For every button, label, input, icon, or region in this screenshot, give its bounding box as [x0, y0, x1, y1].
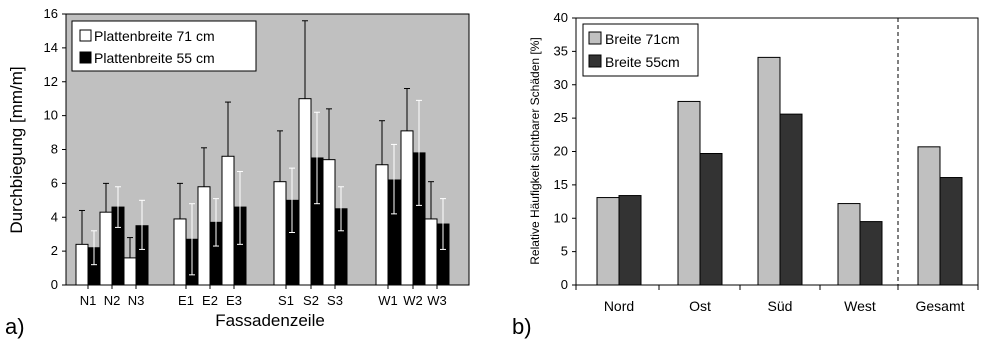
legend-label-55cm: Plattenbreite 55 cm: [94, 50, 215, 66]
legend-box: [582, 23, 699, 77]
panel-b-chart: 0 5 10 15 20 25 30 35 40 Nord Ost Süd West Gesamt Brei…: [512, 10, 979, 339]
x-tick-label: Ost: [689, 298, 711, 314]
legend: Breite 71cm Breite 55cm: [582, 23, 699, 77]
bar-71cm: [123, 257, 137, 286]
bar-71cm: [173, 218, 187, 286]
bar-55cm: [779, 113, 803, 286]
panel-a-chart: 0 2 4 6 8 10 12 14 16 N1 N2 N3 E1 E2 E3 S1 S2 S3 W1 W2 W3 Pla…: [5, 6, 470, 339]
legend-swatch-55cm: [79, 51, 92, 64]
x-tick-label: E3: [226, 293, 242, 308]
y-tick-label: 25: [554, 110, 568, 125]
y-tick-label: 10: [554, 210, 568, 225]
y-tick-label: 16: [44, 6, 58, 21]
y-axis-title: Relative Häufigkeit sichtbarer Schäden […: [528, 37, 542, 264]
legend: Plattenbreite 71 cm Plattenbreite 55 cm: [71, 20, 257, 72]
x-tick-label: West: [844, 298, 876, 314]
y-tick-label: 0: [51, 277, 58, 292]
x-tick-label: W3: [427, 293, 447, 308]
y-tick-label: 10: [44, 108, 58, 123]
bar-71cm: [596, 197, 620, 286]
x-tick-label: S2: [303, 293, 319, 308]
bar-71cm: [221, 155, 235, 286]
panel-b-label: b): [512, 314, 532, 339]
bar-71cm: [400, 130, 414, 286]
bar-71cm: [424, 218, 438, 286]
bar-71cm: [757, 56, 781, 286]
y-tick-label: 4: [51, 209, 58, 224]
y-axis-title: Durchbiegung [mm/m]: [7, 66, 26, 233]
x-tick-label: N2: [104, 293, 121, 308]
x-tick-label: W1: [378, 293, 398, 308]
y-tick-label: 6: [51, 175, 58, 190]
x-tick-label: E2: [202, 293, 218, 308]
y-tick-label: 20: [554, 144, 568, 159]
y-tick-label: 35: [554, 43, 568, 58]
x-tick-label: N1: [80, 293, 97, 308]
panel-a-label: a): [5, 314, 25, 339]
y-tick-label: 12: [44, 74, 58, 89]
legend-label-71cm: Breite 71cm: [605, 31, 680, 47]
x-tick-label: W2: [403, 293, 423, 308]
bar-71cm: [273, 181, 287, 286]
x-tick-label: E1: [178, 293, 194, 308]
y-tick-label: 0: [561, 277, 568, 292]
y-tick-label: 30: [554, 77, 568, 92]
bar-71cm: [375, 164, 389, 286]
y-tick-label: 2: [51, 243, 58, 258]
x-tick-label: Gesamt: [915, 298, 964, 314]
y-tick-label: 40: [554, 10, 568, 25]
legend-label-55cm: Breite 55cm: [605, 54, 680, 70]
bar-71cm: [75, 243, 89, 286]
x-tick-label: Süd: [768, 298, 793, 314]
bar-55cm: [859, 221, 883, 286]
legend-box: [71, 20, 257, 72]
bar-71cm: [197, 186, 211, 286]
y-tick-label: 15: [554, 177, 568, 192]
x-tick-label: S1: [278, 293, 294, 308]
bar-71cm: [837, 203, 861, 286]
legend-swatch-71cm: [79, 29, 92, 42]
bar-55cm: [939, 177, 963, 286]
bar-71cm: [677, 100, 701, 286]
bar-55cm: [699, 153, 723, 286]
bar-71cm: [298, 98, 312, 286]
y-tick-label: 5: [561, 244, 568, 259]
x-axis-title: Fassadenzeile: [215, 311, 325, 330]
legend-label-71cm: Plattenbreite 71 cm: [94, 28, 215, 44]
x-tick-label: Nord: [604, 298, 634, 314]
bar-71cm: [917, 146, 941, 286]
bar-55cm: [618, 195, 642, 286]
legend-swatch-55cm: [588, 54, 602, 68]
x-tick-label: S3: [327, 293, 343, 308]
y-tick-label: 14: [44, 40, 58, 55]
bar-71cm: [322, 159, 336, 286]
y-tick-label: 8: [51, 142, 58, 157]
bar-71cm: [99, 211, 113, 286]
legend-swatch-71cm: [588, 31, 602, 45]
x-tick-label: N3: [128, 293, 145, 308]
